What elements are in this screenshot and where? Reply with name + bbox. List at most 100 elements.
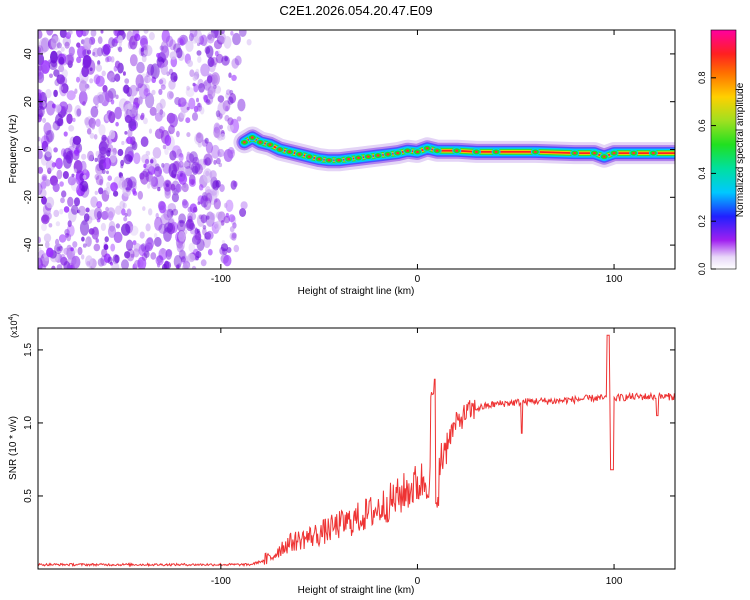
noise-blob xyxy=(100,30,104,34)
noise-blob xyxy=(178,230,186,242)
noise-blob xyxy=(115,94,119,100)
noise-blob xyxy=(176,264,180,269)
noise-blob xyxy=(38,89,44,103)
noise-blob xyxy=(156,254,163,263)
noise-blob xyxy=(184,160,191,169)
noise-blob xyxy=(132,30,140,38)
noise-blob xyxy=(165,183,169,187)
noise-blob xyxy=(179,110,186,119)
noise-blob xyxy=(52,103,57,109)
noise-blob xyxy=(197,56,202,63)
noise-blob xyxy=(43,122,52,136)
noise-blob xyxy=(204,157,211,167)
noise-blob xyxy=(143,43,149,52)
noise-blob xyxy=(194,162,202,171)
noise-blob xyxy=(186,223,191,228)
noise-blob xyxy=(100,222,106,232)
noise-blob xyxy=(83,213,90,222)
noise-blob xyxy=(205,141,213,154)
noise-blob xyxy=(86,49,92,55)
colorbar-tick-label: 0.8 xyxy=(697,72,707,85)
exponent-close: ) xyxy=(9,314,19,317)
noise-blob xyxy=(207,248,213,256)
noise-blob xyxy=(139,170,149,185)
noise-blob xyxy=(40,181,47,190)
noise-blob xyxy=(213,62,217,68)
noise-blob xyxy=(105,56,110,63)
noise-blob xyxy=(122,202,127,209)
noise-blob xyxy=(153,233,158,239)
noise-blob xyxy=(144,158,150,165)
noise-blob xyxy=(59,181,64,187)
noise-blob xyxy=(48,223,53,228)
noise-blob xyxy=(187,253,196,263)
noise-blob xyxy=(78,205,86,216)
noise-blob xyxy=(152,147,162,159)
noise-blob xyxy=(99,178,104,186)
ridge-core xyxy=(356,156,360,160)
noise-blob xyxy=(210,56,218,66)
noise-blob xyxy=(231,232,237,239)
noise-blob xyxy=(178,103,182,107)
noise-blob xyxy=(140,136,149,147)
noise-blob xyxy=(38,99,44,110)
noise-blob xyxy=(58,53,63,60)
noise-blob xyxy=(205,211,215,227)
noise-blob xyxy=(114,60,121,69)
noise-blob xyxy=(246,39,252,46)
noise-blob xyxy=(168,163,178,178)
noise-blob xyxy=(131,107,137,114)
noise-blob xyxy=(143,88,151,97)
noise-blob xyxy=(125,239,134,251)
ridge-core xyxy=(632,151,636,155)
noise-blob xyxy=(214,129,222,139)
noise-blob xyxy=(147,183,151,189)
ridge-core xyxy=(612,151,616,155)
noise-blob xyxy=(58,56,65,65)
noise-blob xyxy=(166,222,176,235)
noise-blob xyxy=(196,228,200,234)
noise-blob xyxy=(210,187,218,196)
noise-blob xyxy=(164,189,171,199)
noise-blob xyxy=(158,79,164,85)
noise-blob xyxy=(161,30,170,43)
noise-blob xyxy=(192,112,198,121)
noise-blob xyxy=(207,34,213,40)
noise-blob xyxy=(216,157,221,165)
bottom-x-axis: -100 0 100 xyxy=(211,328,623,587)
ridge-core xyxy=(455,149,459,152)
noise-blob xyxy=(58,245,64,252)
noise-blob xyxy=(94,174,100,180)
noise-blob xyxy=(142,117,148,125)
noise-blob xyxy=(223,36,232,49)
noise-blob xyxy=(105,186,111,195)
noise-blob xyxy=(210,176,218,189)
noise-blob xyxy=(46,30,54,36)
noise-blob xyxy=(84,239,89,244)
noise-blob xyxy=(234,55,242,66)
ridge-core xyxy=(474,150,478,154)
noise-blob xyxy=(59,253,66,264)
noise-blob xyxy=(148,128,153,134)
bottom-y-tick-label: 1.5 xyxy=(23,343,34,357)
noise-blob xyxy=(159,110,166,118)
noise-blob xyxy=(189,151,198,164)
noise-blob xyxy=(189,30,198,38)
noise-blob xyxy=(192,165,199,175)
noise-blob xyxy=(127,102,133,110)
ridge-core xyxy=(317,157,321,161)
noise-blob xyxy=(165,35,174,47)
noise-blob xyxy=(41,174,48,182)
chart-title: C2E1.2026.054.20.47.E09 xyxy=(279,3,432,18)
noise-blob xyxy=(154,163,160,172)
noise-blob xyxy=(137,256,147,269)
noise-blob xyxy=(106,181,111,189)
noise-blob xyxy=(137,83,142,89)
noise-blob xyxy=(101,248,108,258)
noise-blob xyxy=(72,117,76,123)
noise-blob xyxy=(79,220,90,236)
top-y-tick-label: -20 xyxy=(23,190,34,205)
noise-blob xyxy=(113,190,119,197)
noise-blob xyxy=(217,95,225,103)
noise-blob xyxy=(45,196,55,209)
